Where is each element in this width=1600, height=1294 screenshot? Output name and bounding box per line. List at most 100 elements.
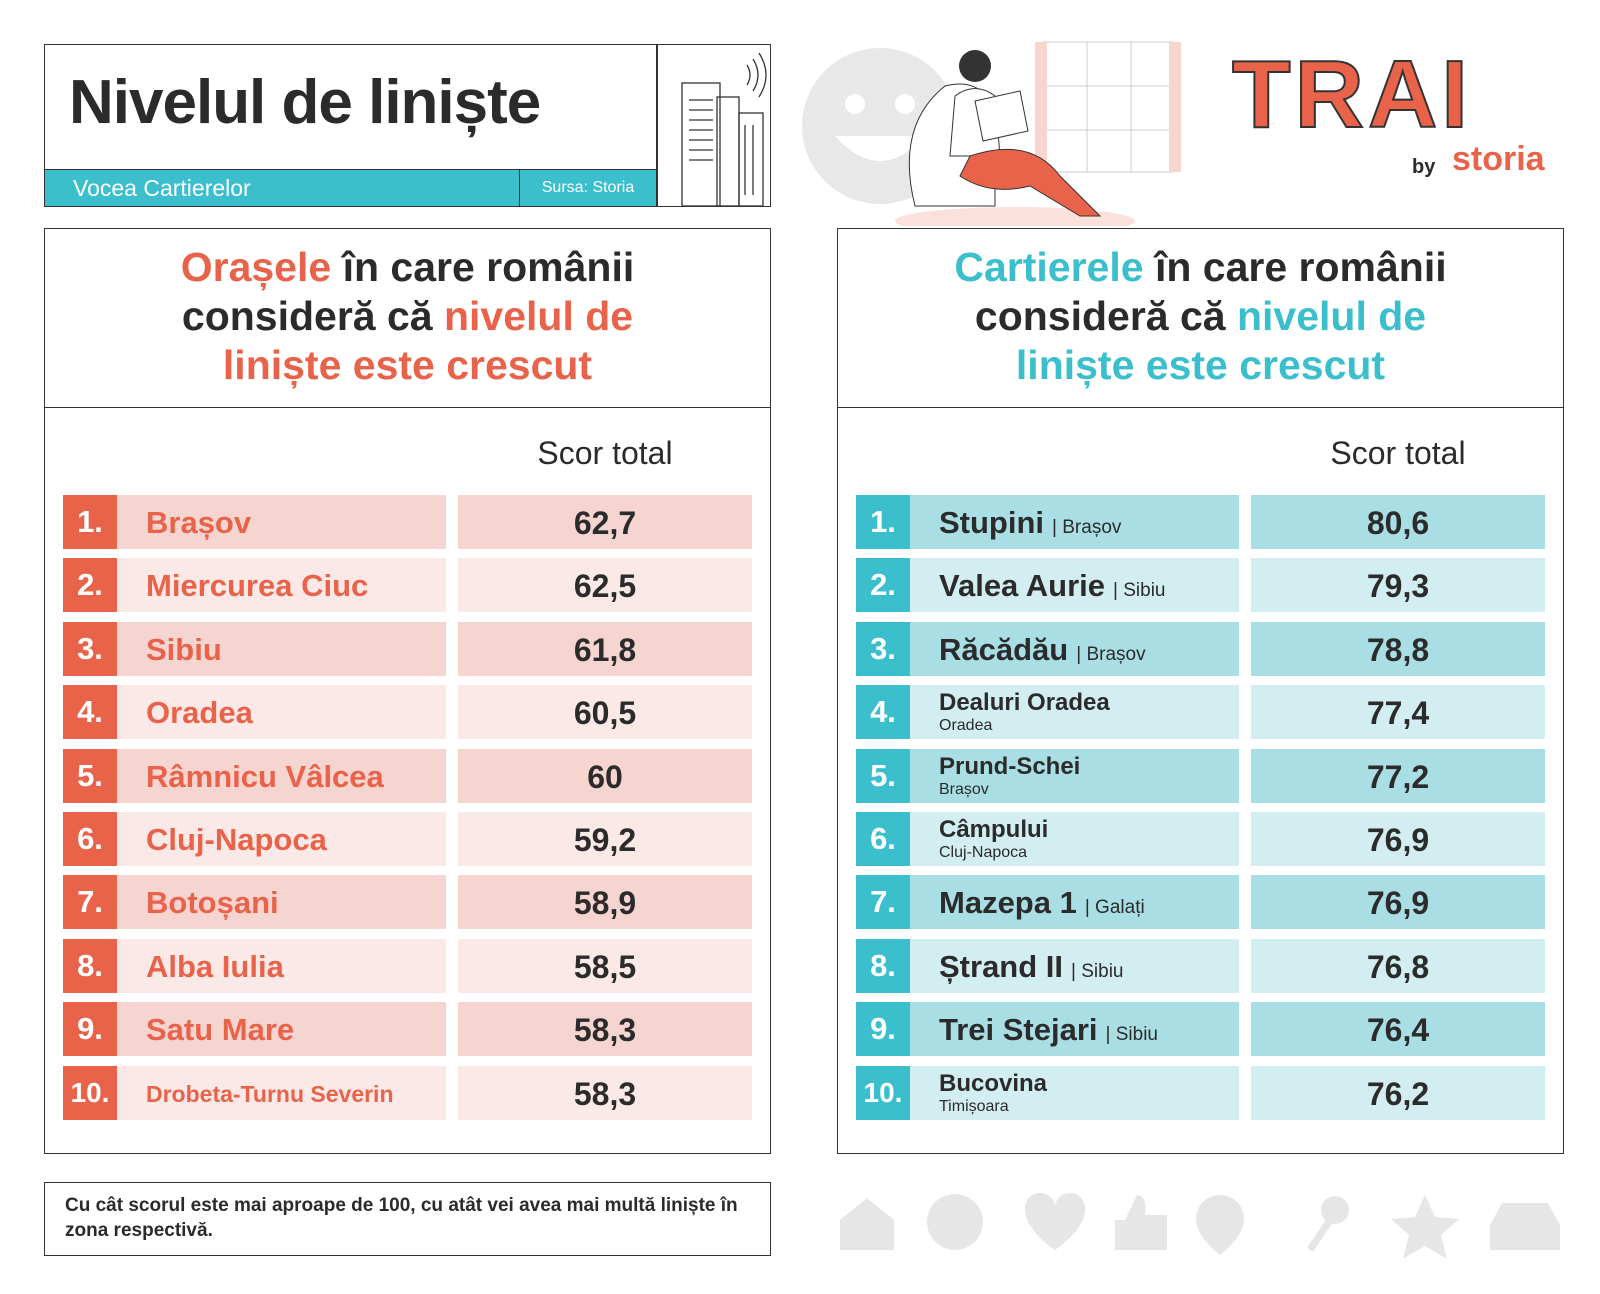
- panel-heading: Cartierele în care românii consideră că …: [931, 243, 1471, 390]
- rank: 3.: [856, 621, 910, 676]
- table-row: 9. Satu Mare 58,3: [63, 1002, 752, 1058]
- city: | Brașov: [1076, 643, 1146, 665]
- table-row: 5. Râmnicu Vâlcea 60: [63, 748, 752, 803]
- score: 80,6: [1251, 495, 1545, 549]
- rank: 1.: [63, 495, 117, 549]
- score: 60,5: [458, 685, 752, 740]
- score: 76,9: [1251, 875, 1545, 930]
- name-cell: Ștrand II | Sibiu: [910, 938, 1239, 993]
- name: Miercurea Ciuc: [146, 558, 368, 614]
- name: Trei Stejari | Sibiu: [939, 1002, 1158, 1063]
- name-cell: Sibiu: [117, 621, 446, 678]
- building-illustration: [681, 52, 767, 206]
- score: 76,9: [1251, 812, 1545, 866]
- name-cell: Cluj-Napoca: [117, 812, 446, 866]
- heading-part: în care românii consideră că: [974, 244, 1447, 339]
- table-row: 7. Botoșani 58,9: [63, 875, 752, 930]
- name-text: Mazepa 1: [939, 885, 1077, 921]
- icon-row: [840, 1192, 1560, 1259]
- table-row: 1. Stupini | Brașov 80,6: [856, 495, 1545, 549]
- name-cell: Răcădău | Brașov: [910, 621, 1239, 676]
- city: Cluj-Napoca: [939, 844, 1028, 861]
- name: Valea Aurie | Sibiu: [939, 558, 1165, 619]
- name-text: Botoșani: [146, 885, 279, 921]
- name-text: Satu Mare: [146, 1012, 295, 1048]
- score: 60: [458, 748, 752, 803]
- table-row: 6. Câmpului Cluj-Napoca 76,9: [856, 812, 1545, 866]
- name-cell: Valea Aurie | Sibiu: [910, 558, 1239, 613]
- name-cell: Râmnicu Vâlcea: [117, 748, 446, 803]
- rank: 9.: [856, 1002, 910, 1057]
- table-row: 1. Brașov 62,7: [63, 495, 752, 549]
- name-text: Răcădău: [939, 631, 1069, 667]
- heading-part: Orașele: [180, 244, 332, 290]
- rank: 8.: [856, 938, 910, 993]
- name-cell: Dealuri Oradea Oradea: [910, 685, 1239, 740]
- name: Satu Mare: [146, 1002, 294, 1058]
- separator: [45, 407, 770, 408]
- rank: 9.: [63, 1002, 117, 1057]
- heading-part: nivelul de liniște este crescut: [222, 293, 634, 388]
- name-text: Miercurea Ciuc: [146, 568, 369, 604]
- name: Alba Iulia: [146, 939, 284, 995]
- rank: 5.: [63, 748, 117, 803]
- separator: [838, 407, 1563, 408]
- name-text: Trei Stejari: [939, 1012, 1098, 1048]
- score: 58,9: [458, 875, 752, 930]
- score: 58,3: [458, 1065, 752, 1120]
- table-row: 5. Prund-Schei Brașov 77,2: [856, 748, 1545, 803]
- table-row: 10. Bucovina Timișoara 76,2: [856, 1065, 1545, 1120]
- name: Dealuri Oradea: [939, 689, 1110, 717]
- rank: 6.: [63, 812, 117, 866]
- score: 76,2: [1251, 1065, 1545, 1120]
- score-header: Scor total: [537, 435, 673, 471]
- score: 58,3: [458, 1002, 752, 1057]
- name: Câmpului: [939, 816, 1049, 843]
- score-header: Scor total: [1330, 435, 1466, 471]
- name: Mazepa 1 | Galați: [939, 875, 1145, 936]
- table-row: 7. Mazepa 1 | Galați 76,9: [856, 875, 1545, 930]
- name-text: Oradea: [146, 695, 253, 731]
- name: Drobeta-Turnu Severin: [146, 1066, 394, 1122]
- rank: 4.: [856, 685, 910, 740]
- name-cell: Brașov: [117, 495, 446, 549]
- name: Cluj-Napoca: [146, 812, 327, 868]
- name-text: Râmnicu Vâlcea: [146, 758, 384, 794]
- score: 77,2: [1251, 748, 1545, 803]
- table-row: 8. Ștrand II | Sibiu 76,8: [856, 938, 1545, 993]
- rank: 10.: [856, 1065, 910, 1120]
- table-row: 10. Drobeta-Turnu Severin 58,3: [63, 1065, 752, 1122]
- logo: TRAI: [1231, 40, 1472, 149]
- table-row: 3. Sibiu 61,8: [63, 621, 752, 678]
- name-text: Cluj-Napoca: [146, 822, 327, 857]
- name: Oradea: [146, 685, 253, 741]
- brand-name: storia: [1452, 140, 1545, 178]
- name: Sibiu: [146, 622, 222, 678]
- score: 61,8: [458, 621, 752, 676]
- rank: 7.: [856, 875, 910, 930]
- rank: 5.: [856, 748, 910, 803]
- name-cell: Bucovina Timișoara: [910, 1065, 1239, 1120]
- rank: 2.: [63, 558, 117, 613]
- city: | Sibiu: [1113, 580, 1166, 602]
- heading-part: Cartierele: [954, 244, 1144, 290]
- rank: 2.: [856, 558, 910, 613]
- left-panel: Orașele în care românii consideră că niv…: [44, 228, 771, 1154]
- name-text: Valea Aurie: [939, 568, 1106, 604]
- name: Bucovina: [939, 1069, 1048, 1097]
- city: Brașov: [939, 780, 989, 798]
- name-cell: Miercurea Ciuc: [117, 558, 446, 614]
- name-cell: Mazepa 1 | Galați: [910, 875, 1239, 930]
- name: Brașov: [146, 495, 251, 551]
- score: 76,8: [1251, 938, 1545, 993]
- name-text: Stupini: [939, 505, 1045, 540]
- name-cell: Alba Iulia: [117, 938, 446, 995]
- name-text: Sibiu: [146, 631, 222, 667]
- city: Oradea: [939, 717, 993, 735]
- score: 77,4: [1251, 685, 1545, 740]
- rank: 8.: [63, 938, 117, 993]
- table-row: 4. Oradea 60,5: [63, 685, 752, 741]
- footer-note: Cu cât scorul este mai aproape de 100, c…: [44, 1182, 771, 1256]
- right-panel: Cartierele în care românii consideră că …: [837, 228, 1564, 1154]
- table-row: 4. Dealuri Oradea Oradea 77,4: [856, 685, 1545, 740]
